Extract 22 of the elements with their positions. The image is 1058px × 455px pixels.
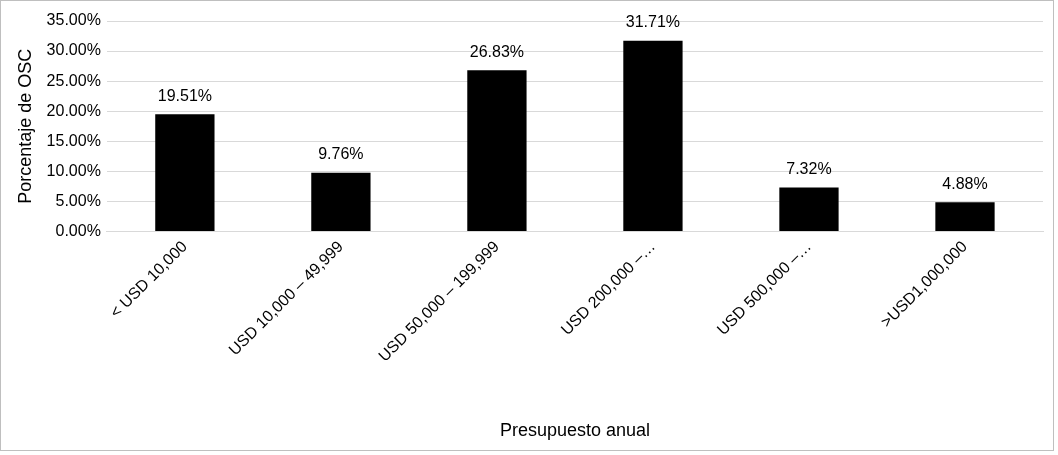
- bar: [155, 114, 215, 231]
- data-label: 26.83%: [469, 42, 525, 60]
- bar: [779, 187, 839, 231]
- y-tick-label: 30.00%: [46, 41, 101, 59]
- y-tick-label: 0.00%: [55, 221, 101, 239]
- data-label: 4.88%: [942, 174, 988, 192]
- data-label: 9.76%: [318, 145, 364, 163]
- bar: [623, 40, 683, 231]
- bar: [311, 172, 371, 231]
- y-tick-label: 10.00%: [46, 161, 101, 179]
- y-tick-label: 35.00%: [46, 11, 101, 29]
- x-axis-title: Presupuesto anual: [499, 420, 650, 441]
- data-label: 7.32%: [786, 159, 832, 177]
- y-tick-label: 25.00%: [46, 71, 101, 89]
- y-axis-title: Porcentaje de OSC: [14, 48, 35, 204]
- y-tick-label: 15.00%: [46, 131, 101, 149]
- y-tick-label: 20.00%: [46, 101, 101, 119]
- bar: [467, 70, 527, 231]
- data-label: 19.51%: [157, 86, 213, 104]
- bar: [935, 202, 995, 231]
- y-tick-label: 5.00%: [55, 191, 101, 209]
- data-label: 31.71%: [625, 13, 681, 31]
